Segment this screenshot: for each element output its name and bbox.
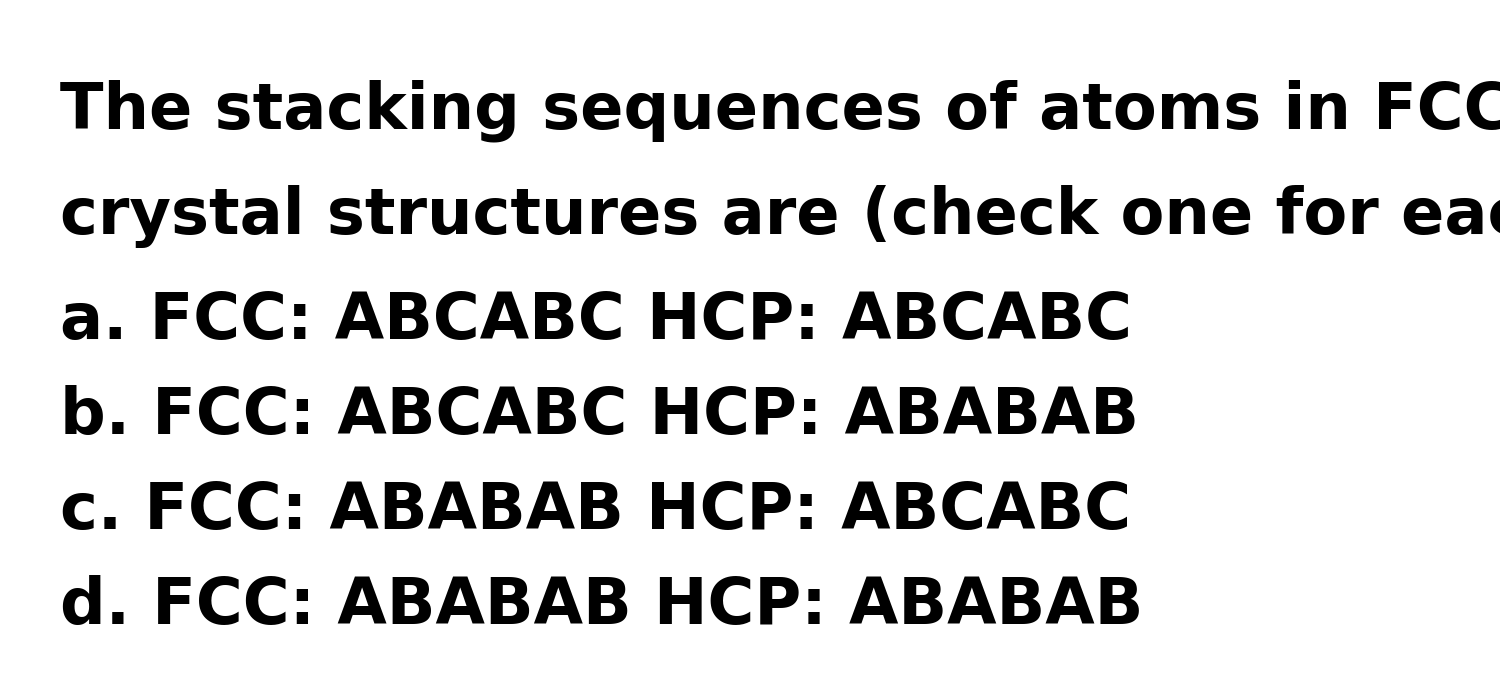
Text: The stacking sequences of atoms in FCC and HCP: The stacking sequences of atoms in FCC a… — [60, 80, 1500, 142]
Text: d. FCC: ABABAB HCP: ABABAB: d. FCC: ABABAB HCP: ABABAB — [60, 575, 1143, 637]
Text: b. FCC: ABCABC HCP: ABABAB: b. FCC: ABCABC HCP: ABABAB — [60, 385, 1138, 447]
Text: a. FCC: ABCABC HCP: ABCABC: a. FCC: ABCABC HCP: ABCABC — [60, 290, 1132, 352]
Text: c. FCC: ABABAB HCP: ABCABC: c. FCC: ABABAB HCP: ABCABC — [60, 480, 1131, 542]
Text: crystal structures are (check one for each):: crystal structures are (check one for ea… — [60, 185, 1500, 248]
